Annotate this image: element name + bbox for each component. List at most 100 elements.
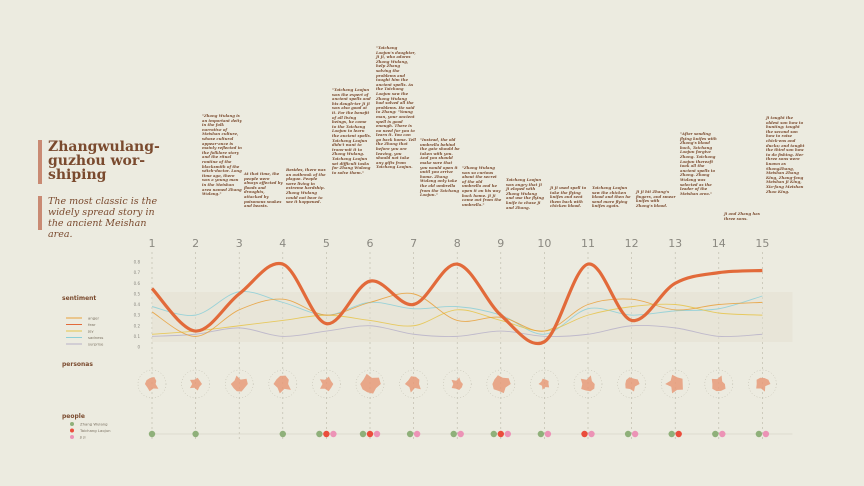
appearance-dot bbox=[504, 430, 511, 438]
sentiment-section-label: sentiment bbox=[62, 295, 96, 302]
appearance-dot bbox=[588, 430, 595, 438]
persona-glyph bbox=[756, 377, 771, 392]
column-number-label: 11 bbox=[581, 237, 595, 250]
column-number-label: 10 bbox=[537, 237, 551, 250]
appearance-dot bbox=[719, 430, 726, 438]
appearance-dot bbox=[490, 430, 497, 438]
column-number-label: 12 bbox=[625, 237, 639, 250]
persona-glyph-ring bbox=[224, 369, 254, 399]
title-accent-bar bbox=[38, 140, 42, 184]
appearance-dot bbox=[497, 430, 504, 438]
page-subtitle: The most classic is the widely spread st… bbox=[48, 196, 158, 240]
persona-glyph-ring bbox=[530, 369, 559, 399]
story-text-11: Taichang Laojun saw the chicken blood an… bbox=[592, 185, 631, 209]
y-tick-label: 0.6 bbox=[134, 281, 141, 286]
persona-glyph-ring bbox=[181, 369, 210, 399]
story-text-2: "Zhang Wulang is an important deity in t… bbox=[202, 113, 242, 197]
persona-glyph bbox=[625, 377, 640, 392]
appearance-dot bbox=[359, 430, 367, 438]
story-text-7: "Instead, the old umbrella behind the ga… bbox=[420, 137, 460, 198]
story-text-10: Ji Ji used spell to take the flying knif… bbox=[550, 185, 587, 209]
appearance-dot bbox=[762, 430, 770, 438]
persona-glyph-ring bbox=[573, 369, 603, 399]
persona-glyph-ring bbox=[312, 369, 341, 399]
appearance-dot bbox=[631, 430, 639, 438]
y-tick-label: 0.7 bbox=[134, 270, 141, 275]
y-tick-label: 0.3 bbox=[134, 313, 141, 318]
series-line-surprise bbox=[151, 324, 763, 338]
column-number-label: 2 bbox=[192, 237, 199, 250]
persona-glyph-ring bbox=[660, 369, 690, 399]
appearance-dot bbox=[457, 430, 464, 438]
persona-glyph bbox=[580, 375, 595, 392]
column-number-label: 4 bbox=[279, 237, 286, 250]
appearance-dot bbox=[581, 430, 588, 438]
y-tick-label: 0 bbox=[137, 345, 140, 350]
appearance-dot bbox=[192, 430, 199, 438]
appearance-dot bbox=[450, 430, 457, 438]
column-number-label: 1 bbox=[149, 237, 156, 250]
persona-glyph bbox=[492, 375, 511, 394]
appearance-dot bbox=[413, 430, 421, 438]
people-legend-label-0: Zhang Wulang bbox=[80, 422, 108, 427]
appearance-dot bbox=[279, 430, 286, 438]
persona-glyph bbox=[665, 374, 683, 394]
legend-label-surprise: surprise bbox=[88, 342, 104, 347]
column-number-label: 9 bbox=[497, 237, 504, 250]
sentiment-background-band bbox=[152, 292, 793, 342]
series-line-joy bbox=[151, 303, 763, 335]
y-tick-label: 0.2 bbox=[134, 323, 141, 328]
appearance-dot bbox=[544, 430, 552, 438]
persona-glyph bbox=[189, 377, 202, 391]
column-number-label: 14 bbox=[712, 237, 726, 250]
appearance-dot bbox=[406, 430, 414, 438]
y-tick-label: 0.8 bbox=[134, 260, 141, 265]
story-text-12: Ji Ji hit Zhang's fingers, and smear kni… bbox=[636, 189, 676, 208]
persona-glyph-ring bbox=[617, 369, 646, 399]
appearance-dot bbox=[624, 430, 632, 438]
persona-glyph-ring bbox=[442, 369, 472, 399]
appearance-dot bbox=[323, 430, 330, 438]
story-text-8: "Zhang Wulang was so curious about the s… bbox=[462, 165, 502, 207]
appearance-dot bbox=[148, 430, 156, 438]
people-legend-dot-0 bbox=[70, 422, 74, 426]
persona-glyph-ring bbox=[748, 369, 777, 399]
column-number-label: 7 bbox=[410, 237, 417, 250]
legend-label-fear: fear bbox=[88, 322, 96, 327]
persona-glyph bbox=[144, 377, 159, 392]
column-number-label: 6 bbox=[367, 237, 374, 250]
story-text-9: Taichang Laojun was angry that Ji Ji elo… bbox=[506, 177, 544, 210]
people-legend-label-2: Ji Ji bbox=[79, 435, 86, 440]
column-number-label: 5 bbox=[323, 237, 330, 250]
persona-glyph bbox=[230, 375, 248, 392]
legend-label-anger: anger bbox=[88, 316, 99, 321]
personas-section-label: personas bbox=[62, 361, 93, 368]
subtitle-accent-bar bbox=[38, 196, 42, 230]
persona-glyph bbox=[319, 376, 334, 392]
persona-glyph bbox=[711, 375, 726, 392]
persona-glyph-ring bbox=[137, 369, 167, 399]
story-text-15: Ji taught the oldest son how to hunting;… bbox=[766, 115, 805, 194]
series-line-fear bbox=[150, 261, 763, 346]
legend-label-joy: joy bbox=[87, 329, 94, 334]
story-text-13: "After sending flying knifes with Zhang'… bbox=[680, 131, 717, 196]
story-text-5: "Taichang Laojun was the expert of ancie… bbox=[332, 87, 372, 175]
appearance-dot bbox=[712, 430, 719, 438]
appearance-dot bbox=[668, 430, 675, 438]
persona-glyph bbox=[360, 373, 381, 394]
persona-glyph-ring bbox=[355, 369, 385, 399]
column-number-label: 3 bbox=[236, 237, 243, 250]
column-number-label: 8 bbox=[454, 237, 461, 250]
people-legend-dot-1 bbox=[70, 428, 74, 433]
y-tick-label: 0.5 bbox=[134, 291, 141, 296]
legend-label-sadness: sadness bbox=[88, 335, 103, 340]
story-text-6: "Taichang Laojun's daughter, Ji Ji, who … bbox=[376, 45, 416, 170]
persona-glyph bbox=[538, 378, 550, 390]
y-tick-label: 0.4 bbox=[134, 302, 141, 307]
persona-glyph bbox=[273, 375, 291, 394]
persona-glyph bbox=[451, 377, 463, 390]
y-tick-label: 0.1 bbox=[134, 334, 141, 339]
series-line-sadness bbox=[151, 290, 763, 335]
appearance-dot bbox=[366, 430, 374, 438]
